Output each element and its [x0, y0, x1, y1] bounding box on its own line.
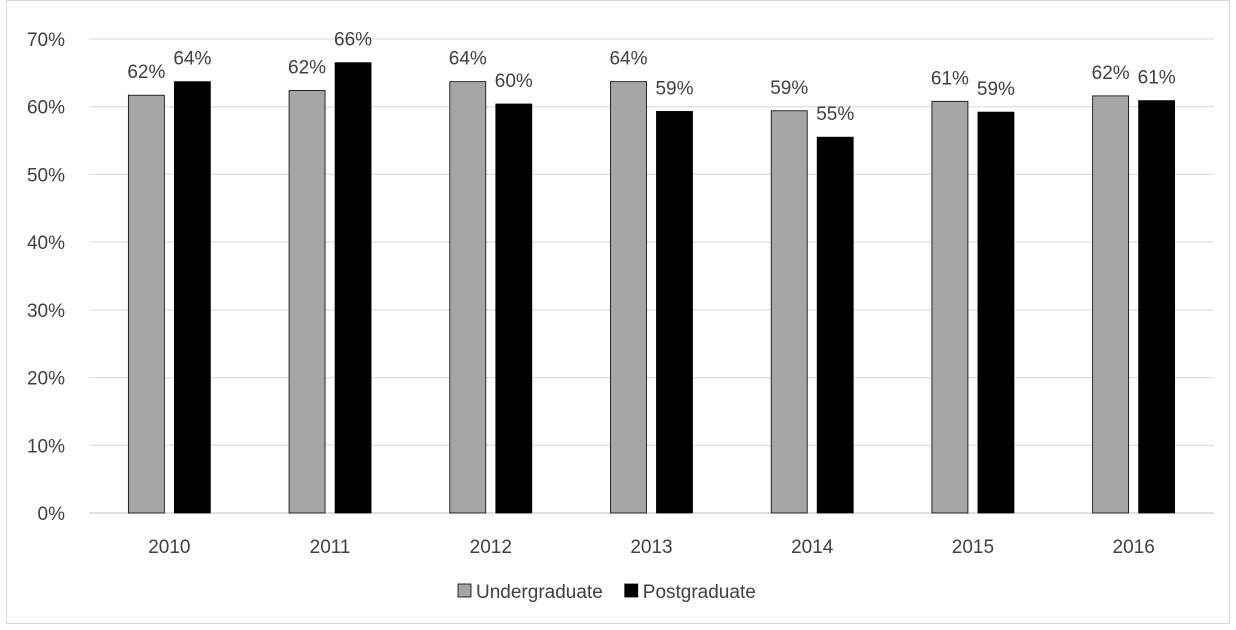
- y-tick-label: 30%: [27, 301, 65, 322]
- data-labels: 62% 64% 62% 66% 64% 60% 64% 59% 59% 55% 61% 59% 62% 6…: [127, 30, 1175, 125]
- x-axis: 2010 2011 2012 2013 2014 2015 2016: [148, 537, 1155, 558]
- bar-postgraduate: [173, 81, 211, 514]
- bars: [127, 62, 1176, 514]
- bar-postgraduate: [334, 62, 372, 514]
- data-label: 64%: [449, 49, 487, 70]
- x-tick-label: 2010: [148, 537, 190, 558]
- bar-undergraduate: [288, 90, 326, 514]
- x-tick-label: 2012: [470, 537, 512, 558]
- bar-postgraduate: [495, 103, 533, 514]
- bar-postgraduate: [656, 111, 693, 514]
- y-tick-label: 20%: [27, 369, 65, 390]
- legend-label-undergraduate: Undergraduate: [476, 582, 603, 603]
- bar-postgraduate: [977, 111, 1015, 514]
- bar-undergraduate: [127, 94, 165, 514]
- x-tick-label: 2015: [952, 537, 994, 558]
- data-label: 59%: [770, 78, 808, 99]
- x-tick-label: 2011: [310, 537, 351, 558]
- bar-undergraduate: [1092, 95, 1130, 514]
- y-tick-label: 70%: [27, 30, 65, 51]
- y-tick-label: 60%: [27, 98, 65, 119]
- x-tick-label: 2014: [791, 537, 834, 558]
- bar-undergraduate: [610, 81, 647, 514]
- data-label: 66%: [334, 30, 372, 51]
- legend-label-postgraduate: Postgraduate: [643, 582, 756, 603]
- data-label: 64%: [609, 49, 647, 70]
- data-label: 62%: [1092, 63, 1130, 84]
- bar-undergraduate: [931, 100, 969, 514]
- y-axis: 0% 10% 20% 30% 40% 50% 60% 70%: [27, 30, 65, 525]
- data-label: 60%: [495, 71, 533, 92]
- chart-frame: [6, 0, 1230, 624]
- y-tick-label: 50%: [27, 165, 65, 186]
- bar-undergraduate: [770, 110, 808, 514]
- data-label: 59%: [977, 79, 1015, 100]
- data-label: 61%: [931, 68, 969, 89]
- x-tick-label: 2016: [1113, 537, 1155, 558]
- y-tick-label: 10%: [27, 436, 65, 457]
- legend-swatch-postgraduate: [624, 583, 639, 598]
- data-label: 62%: [127, 62, 165, 83]
- data-label: 55%: [816, 104, 854, 125]
- legend: Undergraduate Postgraduate: [457, 582, 756, 603]
- data-label: 62%: [288, 57, 326, 78]
- bar-undergraduate: [449, 81, 487, 514]
- data-label: 61%: [1138, 68, 1176, 89]
- y-tick-label: 0%: [38, 504, 66, 525]
- data-label: 59%: [655, 78, 693, 99]
- data-label: 64%: [173, 49, 211, 70]
- y-tick-label: 40%: [27, 233, 65, 254]
- gridlines: [89, 38, 1214, 514]
- bar-postgraduate: [1138, 100, 1176, 514]
- legend-swatch-undergraduate: [457, 583, 472, 598]
- bar-postgraduate: [816, 136, 854, 514]
- x-tick-label: 2013: [630, 537, 672, 558]
